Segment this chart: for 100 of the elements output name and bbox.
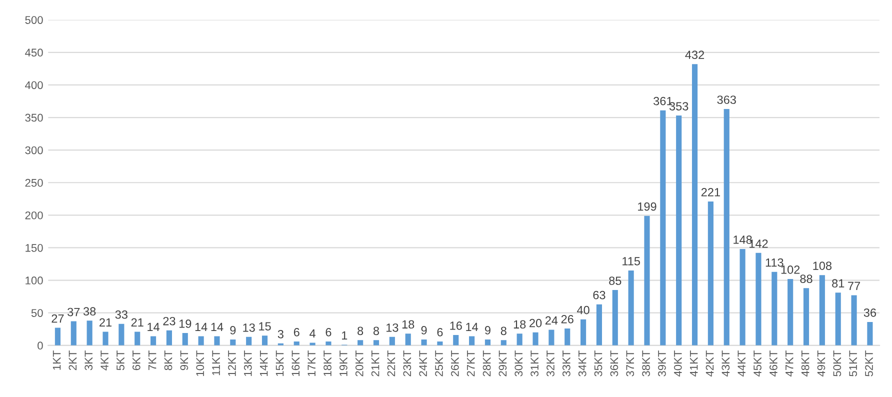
x-tick-label: 35KT xyxy=(594,350,602,376)
bar xyxy=(660,110,666,346)
bar xyxy=(803,288,810,346)
y-tick-label: 200 xyxy=(25,211,43,220)
x-tick-label: 22KT xyxy=(387,350,396,376)
x-tick-label: 26KT xyxy=(450,350,459,376)
bar xyxy=(166,330,172,346)
x-tick-label: 47KT xyxy=(786,350,794,377)
data-label: 38 xyxy=(83,307,96,316)
x-tick-label: 40KT xyxy=(674,350,682,377)
x-tick-label: 37KT xyxy=(626,350,634,376)
bar xyxy=(214,336,220,346)
bar xyxy=(867,322,873,346)
x-tick-label: 48KT xyxy=(801,350,810,377)
data-label: 221 xyxy=(701,188,720,196)
x-tick-label: 7KT xyxy=(148,350,156,370)
data-label: 37 xyxy=(68,308,80,316)
data-label: 40 xyxy=(576,306,590,314)
bar xyxy=(134,332,140,346)
x-tick-label: 29KT xyxy=(498,350,507,376)
x-tick-label: 38KT xyxy=(642,350,650,376)
data-label: 27 xyxy=(52,314,64,323)
bar xyxy=(230,340,236,346)
x-tick-label: 25KT xyxy=(435,350,443,376)
bar xyxy=(724,109,730,346)
data-label: 102 xyxy=(781,266,800,274)
data-label: 81 xyxy=(832,279,844,288)
bar xyxy=(740,249,746,346)
bar xyxy=(484,340,491,346)
data-label: 85 xyxy=(609,276,622,285)
x-tick-label: 42KT xyxy=(706,350,714,377)
x-tick-label: 41KT xyxy=(690,350,698,377)
x-tick-label: 23KT xyxy=(403,350,412,376)
x-tick-label: 45KT xyxy=(754,350,762,377)
x-tick-label: 15KT xyxy=(276,350,284,376)
data-label: 6 xyxy=(326,328,332,336)
x-tick-label: 16KT xyxy=(292,350,300,376)
data-label: 432 xyxy=(685,50,704,60)
bar xyxy=(373,340,380,346)
data-label: 9 xyxy=(230,326,236,334)
x-tick-label: 5KT xyxy=(116,350,124,370)
x-tick-label: 30KT xyxy=(514,350,523,376)
data-label: 108 xyxy=(813,262,832,270)
data-label: 18 xyxy=(514,320,526,329)
x-tick-label: 50KT xyxy=(833,350,842,376)
x-tick-label: 17KT xyxy=(308,350,316,376)
x-tick-label: 2KT xyxy=(68,350,77,370)
x-tick-label: 49KT xyxy=(817,350,826,377)
bar xyxy=(548,330,554,346)
x-tick-label: 39KT xyxy=(658,350,666,376)
bar xyxy=(772,272,778,346)
x-tick-label: 13KT xyxy=(244,350,252,376)
y-tick-label: 0 xyxy=(38,342,43,350)
data-label: 23 xyxy=(163,316,176,326)
x-tick-label: 11KT xyxy=(212,350,220,376)
bar xyxy=(262,336,268,346)
y-tick-label: 100 xyxy=(26,276,43,284)
y-tick-label: 450 xyxy=(25,48,43,57)
x-tick-label: 9KT xyxy=(180,350,188,370)
y-tick-label: 250 xyxy=(25,178,43,187)
data-label: 20 xyxy=(530,318,542,328)
bar xyxy=(358,340,364,346)
data-label: 13 xyxy=(386,323,398,332)
data-label: 14 xyxy=(148,322,160,332)
bar xyxy=(198,336,204,346)
data-label: 26 xyxy=(561,314,574,324)
bar xyxy=(70,321,76,346)
bar xyxy=(516,334,522,346)
data-label: 18 xyxy=(402,320,414,329)
data-label: 6 xyxy=(294,328,300,336)
bar xyxy=(405,334,411,346)
x-tick-label: 12KT xyxy=(228,350,236,376)
x-tick-label: 10KT xyxy=(196,350,204,376)
y-tick-label: 50 xyxy=(31,309,43,317)
bar xyxy=(851,295,857,346)
data-label: 8 xyxy=(358,326,364,336)
y-tick-label: 400 xyxy=(25,81,43,90)
bar xyxy=(628,270,634,346)
y-tick-label: 150 xyxy=(26,244,43,252)
bar xyxy=(788,278,794,346)
data-label: 115 xyxy=(622,257,640,266)
x-tick-label: 20KT xyxy=(355,350,364,376)
data-label: 88 xyxy=(800,274,812,283)
data-label: 16 xyxy=(450,322,462,330)
data-label: 14 xyxy=(211,322,224,332)
bar xyxy=(453,334,459,346)
bar xyxy=(835,292,841,346)
data-label: 14 xyxy=(466,322,478,332)
x-tick-label: 28KT xyxy=(482,350,491,376)
bar xyxy=(596,304,602,346)
x-tick-label: 6KT xyxy=(132,350,140,370)
bar xyxy=(246,336,252,346)
data-label: 113 xyxy=(766,258,784,267)
data-label: 63 xyxy=(593,290,606,300)
x-tick-label: 27KT xyxy=(466,350,475,376)
x-tick-label: 36KT xyxy=(610,350,618,376)
data-label: 33 xyxy=(115,310,128,319)
y-tick-label: 350 xyxy=(25,114,43,122)
x-tick-label: 46KT xyxy=(770,350,778,377)
data-label: 21 xyxy=(131,318,144,326)
